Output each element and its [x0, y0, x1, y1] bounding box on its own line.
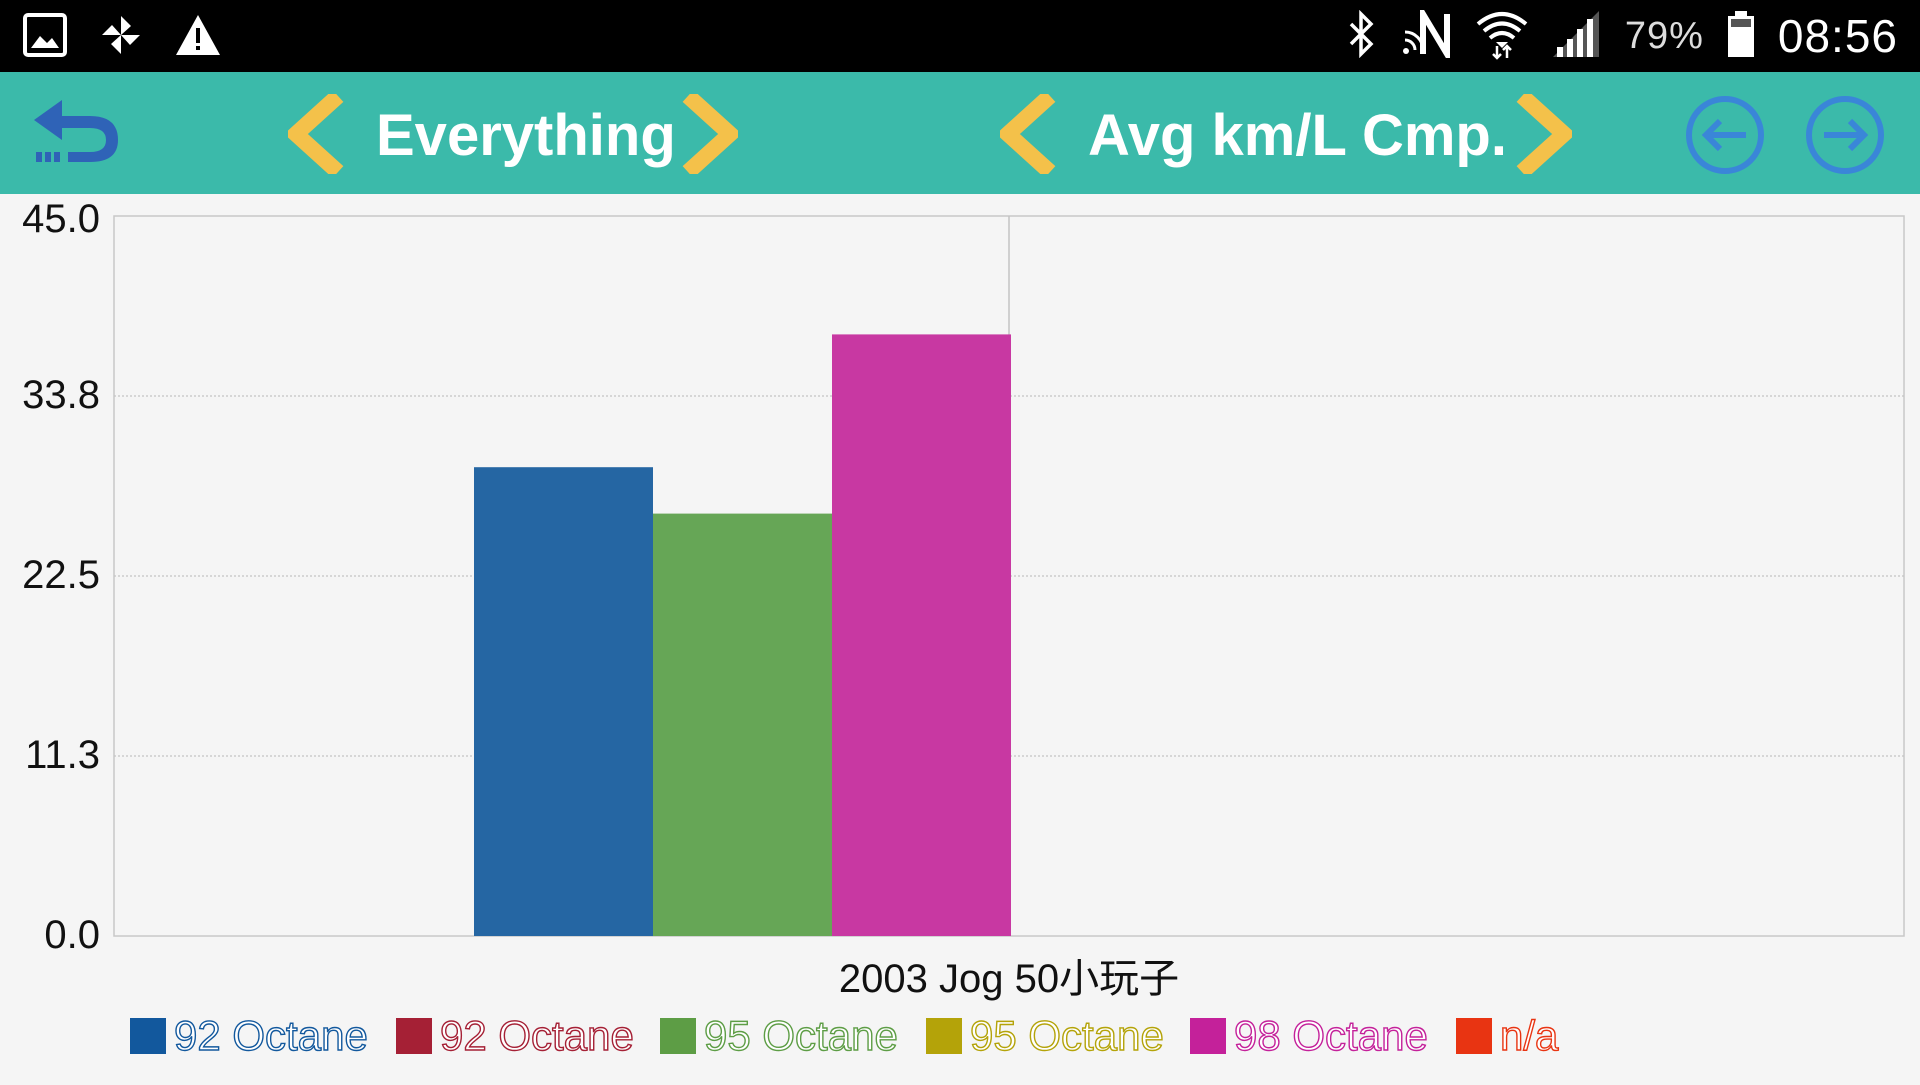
chevron-left-icon	[996, 90, 1058, 178]
y-tick-label: 11.3	[25, 733, 100, 777]
back-icon[interactable]	[28, 96, 122, 175]
legend-label: 98 Octane	[1234, 1012, 1428, 1059]
legend-swatch	[660, 1018, 696, 1054]
pinwheel-icon	[98, 12, 144, 63]
battery-icon	[1726, 10, 1756, 63]
legend-swatch	[130, 1018, 166, 1054]
metric-label[interactable]: Avg km/L Cmp.	[1088, 103, 1507, 168]
arrow-right-circle-icon[interactable]	[1804, 94, 1886, 181]
chart-area: 45.0 33.8 22.5 11.3 0.0 2003 Jog 50小玩子 92 Octa…	[0, 194, 1920, 1080]
metric-next-button[interactable]	[1514, 90, 1576, 179]
legend-label: 95 Octane	[704, 1012, 898, 1059]
y-tick-label: 22.5	[22, 553, 100, 597]
legend-swatch	[1456, 1018, 1492, 1054]
toolbar: Everything Avg km/L Cmp.	[0, 72, 1920, 194]
y-tick-label: 45.0	[22, 197, 100, 241]
bar-95-octane	[653, 513, 832, 936]
chevron-right-icon	[1514, 90, 1576, 178]
bar-98-octane	[832, 334, 1011, 936]
legend-swatch	[1190, 1018, 1226, 1054]
warning-icon	[174, 12, 222, 63]
wifi-icon	[1475, 8, 1529, 65]
bluetooth-icon	[1343, 9, 1379, 63]
battery-percent: 79%	[1624, 14, 1704, 57]
legend-label: 92 Octane	[440, 1012, 634, 1059]
status-bar: 79% 08:56	[0, 0, 1920, 72]
status-bar-right: 79% 08:56	[1343, 2, 1898, 65]
clock: 08:56	[1777, 10, 1898, 62]
legend-swatch	[926, 1018, 962, 1054]
x-tick-label: 2003 Jog 50小玩子	[839, 957, 1179, 1001]
filter-label[interactable]: Everything	[376, 103, 676, 168]
image-icon	[22, 12, 68, 63]
y-tick-label: 33.8	[22, 373, 100, 417]
chevron-left-icon	[284, 90, 346, 178]
legend-label: 95 Octane	[970, 1012, 1164, 1059]
legend-label: n/a	[1500, 1012, 1559, 1059]
bar-chart: 45.0 33.8 22.5 11.3 0.0 2003 Jog 50小玩子 92 Octa…	[22, 197, 1905, 1060]
signal-icon	[1551, 9, 1603, 64]
arrow-left-circle-icon[interactable]	[1684, 94, 1766, 181]
metric-prev-button[interactable]	[996, 90, 1058, 179]
legend-label: 92 Octane	[174, 1012, 368, 1059]
bar-92-octane	[474, 467, 653, 936]
chevron-right-icon	[680, 90, 742, 178]
y-tick-label: 0.0	[44, 913, 100, 957]
filter-next-button[interactable]	[680, 90, 742, 179]
filter-prev-button[interactable]	[284, 90, 346, 179]
status-bar-left	[22, 12, 222, 63]
nfc-icon	[1401, 2, 1453, 65]
legend-swatch	[396, 1018, 432, 1054]
